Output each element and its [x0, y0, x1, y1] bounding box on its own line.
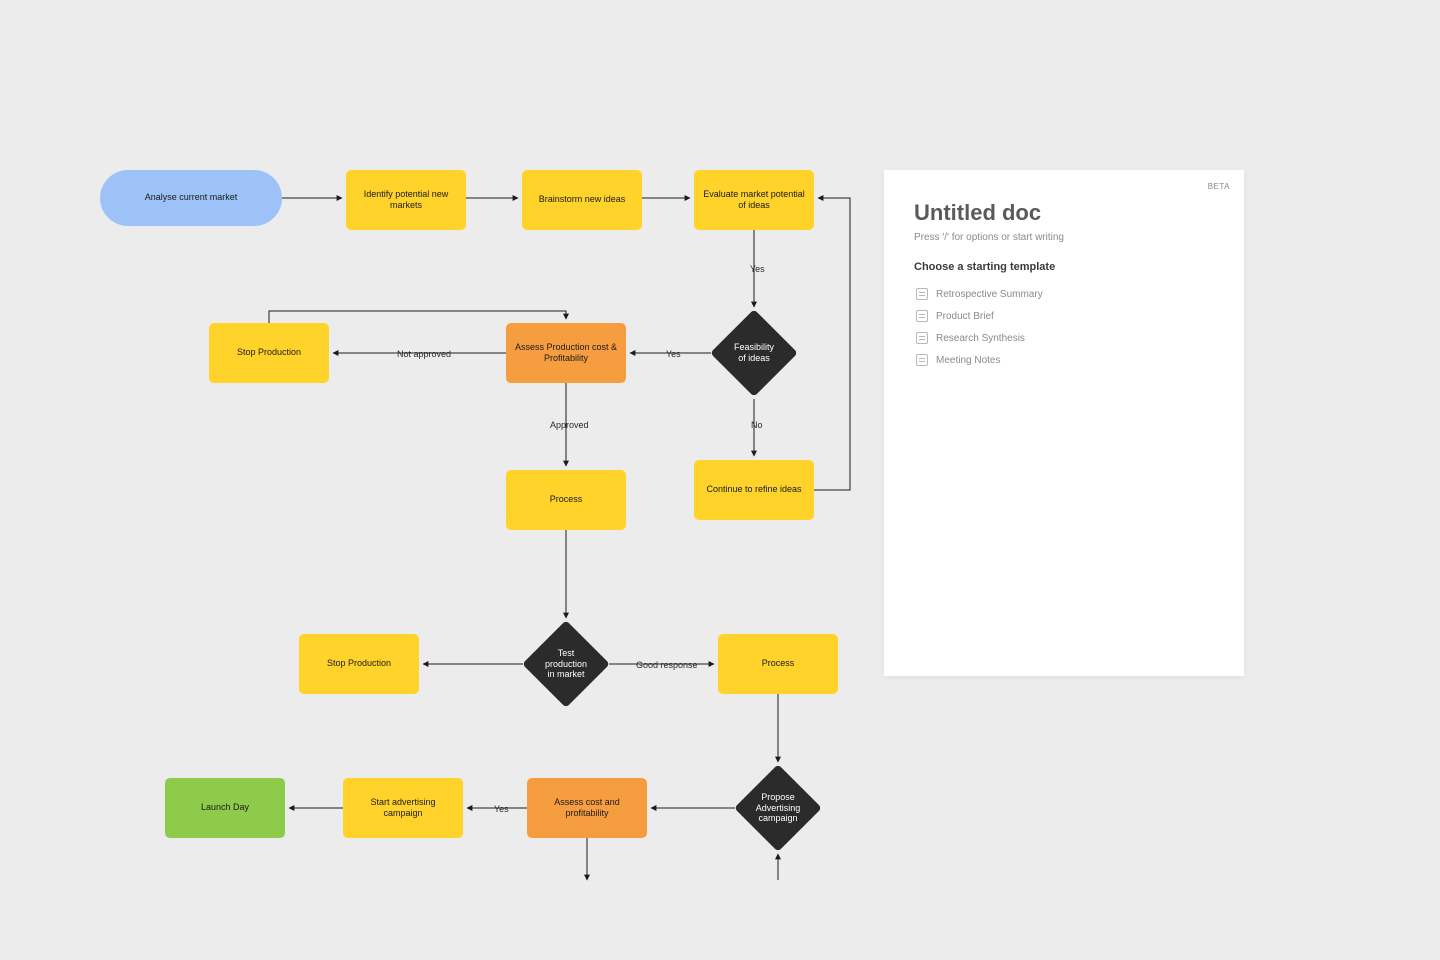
- flow-node-identify[interactable]: Identify potential new markets: [346, 170, 466, 230]
- flow-edge-label: Yes: [666, 349, 681, 359]
- flow-edge-label: Yes: [750, 264, 765, 274]
- doc-template-icon: [916, 288, 928, 300]
- flow-edge-label: Yes: [494, 804, 509, 814]
- template-item[interactable]: Product Brief: [914, 305, 1214, 327]
- flow-node-stop1[interactable]: Stop Production: [209, 323, 329, 383]
- flow-node-stop2[interactable]: Stop Production: [299, 634, 419, 694]
- flow-node-label: Assess cost and profitability: [535, 797, 639, 820]
- flow-node-process2[interactable]: Process: [718, 634, 838, 694]
- flow-node-label: Stop Production: [237, 347, 301, 358]
- flow-node-propose[interactable]: Propose Advertising campaign: [747, 777, 809, 839]
- doc-hint: Press '/' for options or start writing: [914, 232, 1214, 243]
- flow-node-feasibility[interactable]: Feasibility of ideas: [723, 322, 785, 384]
- flow-edge-label: Not approved: [397, 349, 451, 359]
- flow-node-label: Brainstorm new ideas: [539, 194, 626, 205]
- template-heading: Choose a starting template: [914, 261, 1214, 273]
- flow-node-label: Evaluate market potential of ideas: [702, 189, 806, 212]
- flow-node-label: Test production in market: [535, 633, 597, 695]
- doc-template-icon: [916, 332, 928, 344]
- flow-node-refine[interactable]: Continue to refine ideas: [694, 460, 814, 520]
- beta-badge: BETA: [1208, 182, 1230, 191]
- flow-node-label: Process: [762, 658, 795, 669]
- template-item[interactable]: Meeting Notes: [914, 349, 1214, 371]
- flowchart-canvas[interactable]: Analyse current market Identify potential…: [0, 0, 1440, 960]
- flow-node-launch[interactable]: Launch Day: [165, 778, 285, 838]
- flow-node-label: Launch Day: [201, 802, 249, 813]
- template-item-label: Product Brief: [936, 311, 994, 322]
- flow-node-testmkt[interactable]: Test production in market: [535, 633, 597, 695]
- flow-node-label: Propose Advertising campaign: [747, 777, 809, 839]
- doc-template-icon: [916, 310, 928, 322]
- flow-node-label: Process: [550, 494, 583, 505]
- flow-edge-label: No: [751, 420, 763, 430]
- flow-node-label: Identify potential new markets: [354, 189, 458, 212]
- flow-node-assess1[interactable]: Assess Production cost & Profitability: [506, 323, 626, 383]
- flow-node-label: Feasibility of ideas: [723, 322, 785, 384]
- flow-node-brainstorm[interactable]: Brainstorm new ideas: [522, 170, 642, 230]
- doc-panel[interactable]: BETA Untitled doc Press '/' for options …: [884, 170, 1244, 676]
- flow-node-analyse[interactable]: Analyse current market: [100, 170, 282, 226]
- flow-node-label: Continue to refine ideas: [706, 484, 801, 495]
- doc-template-icon: [916, 354, 928, 366]
- flow-edge-label: Good response: [636, 660, 698, 670]
- flow-node-label: Start advertising campaign: [351, 797, 455, 820]
- template-item[interactable]: Research Synthesis: [914, 327, 1214, 349]
- flow-edge-label: Approved: [550, 420, 589, 430]
- template-item-label: Research Synthesis: [936, 333, 1025, 344]
- template-item-label: Meeting Notes: [936, 355, 1000, 366]
- flow-node-process1[interactable]: Process: [506, 470, 626, 530]
- flow-edge: [814, 198, 850, 490]
- flow-edge: [269, 311, 566, 323]
- flow-node-label: Stop Production: [327, 658, 391, 669]
- flow-node-assess2[interactable]: Assess cost and profitability: [527, 778, 647, 838]
- template-item-label: Retrospective Summary: [936, 289, 1043, 300]
- flow-node-evaluate[interactable]: Evaluate market potential of ideas: [694, 170, 814, 230]
- flow-node-label: Assess Production cost & Profitability: [514, 342, 618, 365]
- doc-title[interactable]: Untitled doc: [914, 200, 1214, 226]
- flow-node-startad[interactable]: Start advertising campaign: [343, 778, 463, 838]
- flow-node-label: Analyse current market: [145, 192, 238, 203]
- template-item[interactable]: Retrospective Summary: [914, 283, 1214, 305]
